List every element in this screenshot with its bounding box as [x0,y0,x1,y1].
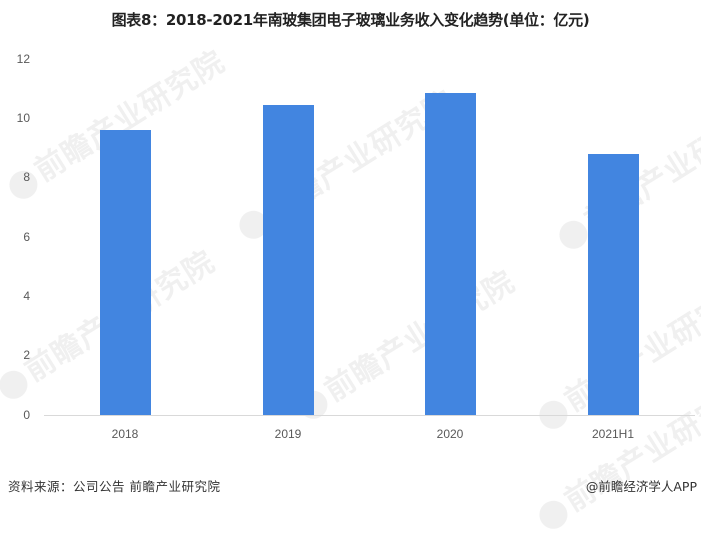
bar-2018 [100,130,151,415]
x-tick-label: 2020 [436,427,464,441]
y-tick-label: 6 [23,230,30,244]
y-tick-label: 4 [23,289,30,303]
watermark-logo-icon [0,365,33,404]
y-tick-label: 10 [16,111,30,125]
watermark-text: 前瞻产业研究院 [318,264,522,409]
x-tick-label: 2018 [111,427,139,441]
x-tick-label: 2021H1 [591,427,635,441]
bar-2020 [425,93,476,415]
watermark-logo-icon [533,495,573,534]
bar-2019 [263,105,314,415]
x-tick-label: 2019 [274,427,302,441]
chart-plot-area: 前瞻产业研究院 前瞻产业研究院 前瞻产业研究院 前瞻产业研究院 前瞻产业研究院 … [0,44,701,534]
credit-note: @前瞻经济学人APP [585,479,697,494]
y-tick-label: 2 [23,348,30,362]
y-tick-label: 12 [16,52,30,66]
source-note: 资料来源：公司公告 前瞻产业研究院 [8,479,221,494]
bar-2021h1 [588,154,639,415]
y-tick-label: 0 [23,408,30,422]
watermark-logo-icon [553,215,593,254]
y-tick-label: 8 [23,170,30,184]
x-axis-line [44,415,695,416]
chart-title: 图表8：2018-2021年南玻集团电子玻璃业务收入变化趋势(单位：亿元) [111,11,590,29]
watermark: 前瞻产业研究院 [287,257,521,426]
